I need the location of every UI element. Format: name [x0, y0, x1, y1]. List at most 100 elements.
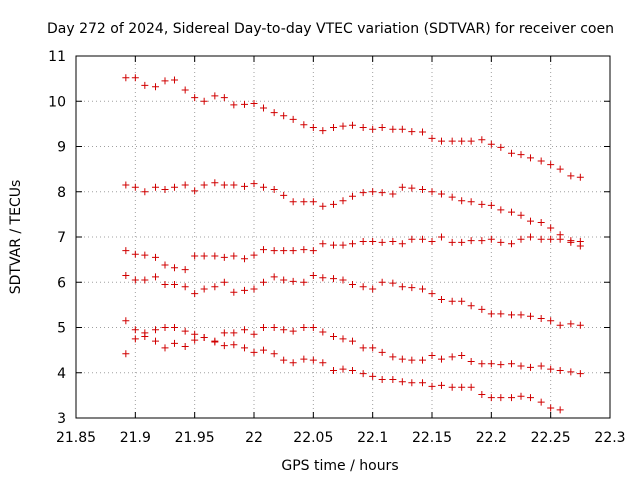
- data-point-track-3: [220, 253, 228, 261]
- data-point-track-2: [181, 181, 189, 189]
- data-point-track-6: [508, 394, 516, 402]
- data-point-track-2: [339, 197, 347, 205]
- data-point-track-5: [309, 324, 317, 331]
- data-point-track-3: [408, 235, 416, 243]
- data-point-track-4: [378, 278, 386, 286]
- data-point-track-1: [131, 74, 139, 82]
- data-point-track-6: [259, 346, 267, 354]
- data-point-track-3: [556, 235, 564, 243]
- data-point-track-3: [319, 240, 327, 248]
- data-point-track-3: [191, 252, 199, 260]
- x-tick-label: 21.9: [120, 430, 151, 446]
- data-point-track-2: [458, 197, 466, 205]
- data-point-track-3: [141, 251, 149, 259]
- data-point-track-4: [131, 276, 139, 284]
- data-point-track-2: [389, 190, 397, 198]
- data-point-track-4: [448, 297, 456, 305]
- data-point-track-6: [389, 376, 397, 384]
- x-tick-label: 21.85: [56, 430, 96, 446]
- data-point-track-3: [526, 233, 534, 241]
- data-point-track-1: [428, 134, 436, 142]
- data-point-track-3: [378, 238, 386, 246]
- data-point-track-1: [250, 100, 258, 108]
- data-point-track-2: [259, 183, 267, 191]
- data-point-track-5: [448, 353, 456, 361]
- data-point-track-5: [537, 362, 545, 370]
- data-point-track-2: [211, 179, 219, 187]
- data-point-track-4: [517, 311, 525, 319]
- data-point-track-5: [458, 352, 466, 360]
- data-point-track-4: [467, 302, 475, 310]
- data-point-track-6: [369, 372, 377, 380]
- data-point-track-6: [478, 390, 486, 398]
- data-point-track-4: [220, 278, 228, 286]
- data-point-track-2: [241, 182, 249, 190]
- x-tick-label: 21.95: [175, 430, 215, 446]
- data-point-track-1: [289, 115, 297, 123]
- data-point-track-1: [448, 137, 456, 145]
- data-point-track-4: [389, 279, 397, 287]
- data-point-track-4: [289, 277, 297, 285]
- data-point-track-1: [547, 161, 555, 169]
- data-point-track-6: [408, 379, 416, 387]
- data-point-track-3: [398, 240, 406, 248]
- data-point-track-1: [280, 112, 288, 120]
- data-point-track-3: [437, 233, 445, 241]
- data-point-track-3: [152, 253, 160, 261]
- x-tick-label: 22.05: [293, 430, 333, 446]
- x-axis-label: GPS time / hours: [281, 458, 398, 474]
- data-point-track-6: [487, 394, 495, 402]
- data-point-track-6: [339, 365, 347, 373]
- data-point-track-6: [419, 379, 427, 387]
- data-point-track-5: [478, 360, 486, 368]
- x-tick-label: 22.15: [412, 430, 452, 446]
- data-point-track-3: [348, 240, 356, 248]
- y-tick-label: 9: [57, 140, 66, 156]
- data-point-track-4: [309, 271, 317, 279]
- data-point-track-2: [467, 198, 475, 206]
- data-point-track-6: [230, 341, 238, 349]
- data-point-track-2: [270, 185, 278, 193]
- data-point-track-4: [348, 281, 356, 289]
- data-point-track-1: [487, 140, 495, 148]
- data-point-track-6: [526, 394, 534, 402]
- data-point-track-6: [122, 350, 130, 358]
- data-point-track-2: [437, 190, 445, 198]
- data-point-track-4: [556, 321, 564, 329]
- data-point-track-4: [369, 285, 377, 293]
- data-point-track-2: [428, 188, 436, 196]
- data-point-track-6: [398, 378, 406, 386]
- data-point-track-4: [250, 285, 258, 293]
- data-point-track-5: [419, 356, 427, 364]
- data-point-track-6: [241, 344, 249, 352]
- data-point-track-6: [289, 359, 297, 367]
- y-tick-label: 11: [48, 49, 66, 65]
- data-point-track-3: [448, 238, 456, 246]
- data-point-track-4: [487, 310, 495, 318]
- x-tick-label: 22.2: [476, 430, 507, 446]
- data-point-track-5: [348, 337, 356, 345]
- data-point-track-5: [467, 357, 475, 365]
- data-point-track-6: [309, 356, 317, 364]
- data-point-track-5: [152, 326, 160, 334]
- data-point-track-3: [567, 238, 575, 246]
- data-point-track-4: [300, 278, 308, 286]
- data-point-track-2: [300, 198, 308, 206]
- data-point-track-4: [547, 317, 555, 325]
- y-tick-labels: 3 4 5 6 7 8 9 10 11: [48, 49, 66, 427]
- y-axis-label: SDTVAR / TECUs: [8, 180, 24, 295]
- data-point-track-2: [419, 185, 427, 193]
- data-point-track-1: [408, 128, 416, 136]
- data-point-track-1: [270, 109, 278, 117]
- data-point-track-4: [161, 281, 169, 289]
- data-point-track-2: [220, 181, 228, 189]
- data-point-track-6: [220, 342, 228, 350]
- data-point-track-6: [378, 376, 386, 384]
- data-point-track-2: [448, 193, 456, 201]
- data-point-track-6: [131, 335, 139, 343]
- data-point-track-6: [270, 350, 278, 358]
- data-point-track-6: [428, 382, 436, 390]
- data-point-track-5: [556, 366, 564, 374]
- data-point-track-6: [152, 337, 160, 345]
- data-point-track-3: [289, 247, 297, 255]
